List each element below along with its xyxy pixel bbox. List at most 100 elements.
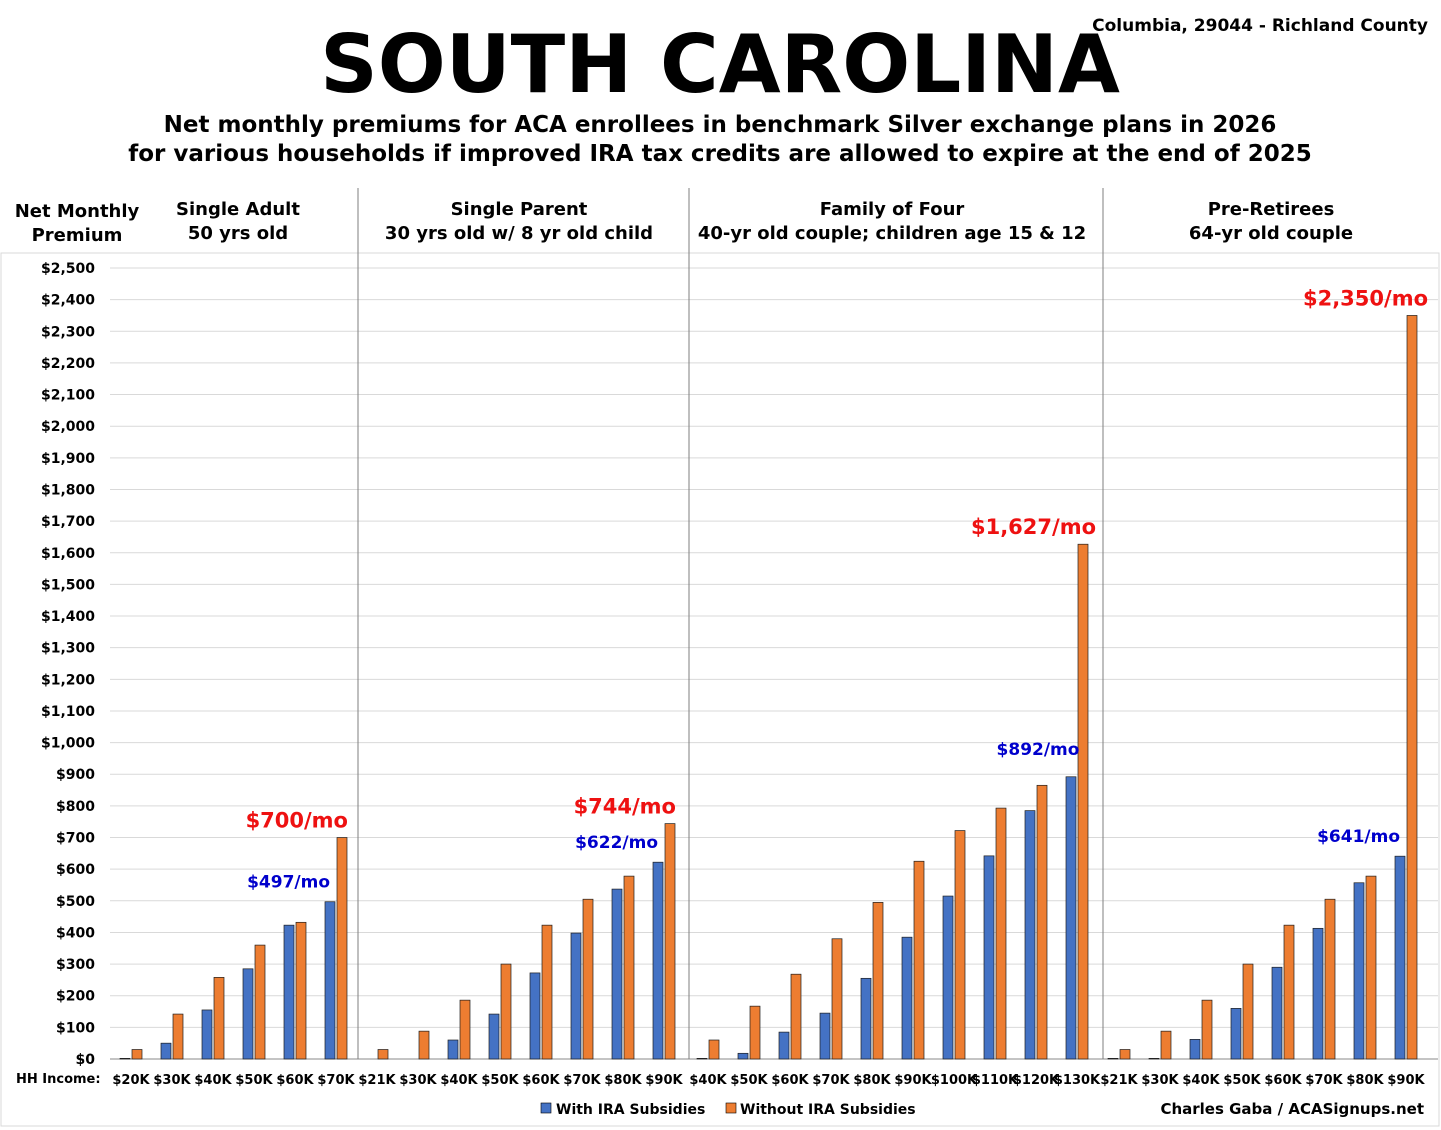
- x-tick-label: $70K: [317, 1073, 355, 1088]
- bar-without-ira: [459, 999, 471, 1060]
- x-tick-label: $100K: [931, 1073, 978, 1088]
- y-tick-label: $1,300: [41, 641, 95, 657]
- x-tick-label: $110K: [972, 1073, 1019, 1088]
- annotation-with-ira: $641/mo: [1317, 827, 1400, 847]
- x-tick-label: $21K: [1100, 1073, 1138, 1088]
- bar-with-ira: [942, 895, 954, 1060]
- bar-with-ira: [201, 1009, 213, 1060]
- bar-with-ira: [860, 977, 872, 1060]
- bar-with-ira: [1353, 882, 1365, 1060]
- bar-with-ira: [119, 1058, 131, 1060]
- bar-without-ira: [1242, 963, 1254, 1060]
- y-tick-label: $1,800: [41, 482, 95, 498]
- y-axis-label-line-2: Premium: [32, 225, 123, 246]
- y-tick-label: $400: [56, 925, 95, 941]
- x-tick-label: $70K: [563, 1073, 601, 1088]
- bar-without-ira: [913, 860, 925, 1060]
- annotation-without-ira: $700/mo: [246, 809, 348, 833]
- bar-with-ira: [819, 1012, 831, 1060]
- bar-without-ira: [623, 875, 635, 1060]
- chart-subtitle-line-1: Net monthly premiums for ACA enrollees i…: [164, 112, 1277, 138]
- x-tick-label: $60K: [771, 1073, 809, 1088]
- bar-without-ira: [582, 898, 594, 1060]
- y-tick-label: $1,100: [41, 704, 95, 720]
- bar-with-ira: [1271, 966, 1283, 1060]
- bar-with-ira: [324, 901, 336, 1060]
- x-tick-label: $90K: [645, 1073, 683, 1088]
- y-tick-label: $2,000: [41, 419, 95, 435]
- bar-with-ira: [696, 1058, 708, 1060]
- group-label: Pre-Retirees: [1208, 199, 1335, 220]
- bar-with-ira: [529, 972, 541, 1060]
- x-tick-label: $70K: [1305, 1073, 1343, 1088]
- bar-without-ira: [831, 938, 843, 1060]
- bar-with-ira: [1189, 1039, 1201, 1060]
- y-tick-label: $300: [56, 957, 95, 973]
- bar-with-ira: [1312, 927, 1324, 1060]
- x-tick-label: $50K: [730, 1073, 768, 1088]
- annotation-without-ira: $1,627/mo: [971, 515, 1096, 539]
- x-tick-label: $80K: [853, 1073, 891, 1088]
- plot-frame: [0, 252, 1440, 1127]
- annotation-with-ira: $622/mo: [575, 833, 658, 853]
- bar-without-ira: [1036, 784, 1048, 1060]
- group-label: Single Adult: [176, 199, 300, 220]
- bar-without-ira: [213, 977, 225, 1060]
- bar-without-ira: [995, 807, 1007, 1060]
- x-tick-label: $90K: [1387, 1073, 1425, 1088]
- x-tick-label: $40K: [440, 1073, 478, 1088]
- bar-without-ira: [1201, 999, 1213, 1060]
- x-tick-label: $30K: [399, 1073, 437, 1088]
- y-tick-label: $2,300: [41, 324, 95, 340]
- bar-without-ira: [790, 973, 802, 1060]
- legend-swatch-with: [540, 1102, 552, 1114]
- bar-without-ira: [1160, 1030, 1172, 1060]
- x-tick-label: $30K: [1141, 1073, 1179, 1088]
- bar-without-ira: [749, 1005, 761, 1060]
- bar-with-ira: [778, 1031, 790, 1060]
- bar-without-ira: [541, 924, 553, 1060]
- x-tick-label: $30K: [153, 1073, 191, 1088]
- x-tick-label: $60K: [522, 1073, 560, 1088]
- bar-with-ira: [1065, 776, 1077, 1060]
- y-axis-label-line-1: Net Monthly: [15, 201, 140, 222]
- legend-label-without: Without IRA Subsidies: [740, 1102, 916, 1118]
- y-tick-label: $1,900: [41, 451, 95, 467]
- bar-without-ira: [254, 944, 266, 1060]
- x-tick-label: $40K: [194, 1073, 232, 1088]
- legend-label-with: With IRA Subsidies: [556, 1102, 705, 1118]
- x-tick-label: $60K: [1264, 1073, 1302, 1088]
- plot-area: $0 $100 $200 $300 $400 $500 $600 $700 $800 $900 $1…: [0, 188, 1440, 1127]
- bar-without-ira: [872, 902, 884, 1060]
- bar-with-ira: [447, 1039, 459, 1060]
- annotation-with-ira: $497/mo: [247, 873, 330, 893]
- y-tick-label: $1,700: [41, 514, 95, 530]
- x-tick-label: $50K: [481, 1073, 519, 1088]
- bar-without-ira: [131, 1049, 143, 1060]
- x-tick-label: $130K: [1054, 1073, 1101, 1088]
- y-tick-label: $2,200: [41, 356, 95, 372]
- group-label: 40-yr old couple; children age 15 & 12: [698, 223, 1086, 244]
- bar-without-ira: [1077, 543, 1089, 1060]
- y-tick-label: $2,100: [41, 388, 95, 404]
- bar-with-ira: [1024, 810, 1036, 1060]
- y-tick-label: $500: [56, 894, 95, 910]
- bar-without-ira: [295, 921, 307, 1060]
- x-tick-label: $20K: [112, 1073, 150, 1088]
- bar-with-ira: [242, 968, 254, 1060]
- group-label: 30 yrs old w/ 8 yr old child: [385, 223, 653, 244]
- x-tick-label: $60K: [276, 1073, 314, 1088]
- bar-without-ira: [708, 1039, 720, 1060]
- y-tick-label: $1,500: [41, 577, 95, 593]
- y-tick-label: $1,600: [41, 546, 95, 562]
- y-tick-label: $900: [56, 767, 95, 783]
- bar-without-ira: [172, 1013, 184, 1060]
- credit-text: Charles Gaba / ACASignups.net: [1160, 1100, 1424, 1118]
- group-label: 64-yr old couple: [1189, 223, 1353, 244]
- bar-without-ira: [377, 1049, 389, 1060]
- y-tick-label: $1,200: [41, 672, 95, 688]
- bar-with-ira: [488, 1013, 500, 1060]
- x-tick-label: $50K: [1223, 1073, 1261, 1088]
- y-tick-label: $600: [56, 862, 95, 878]
